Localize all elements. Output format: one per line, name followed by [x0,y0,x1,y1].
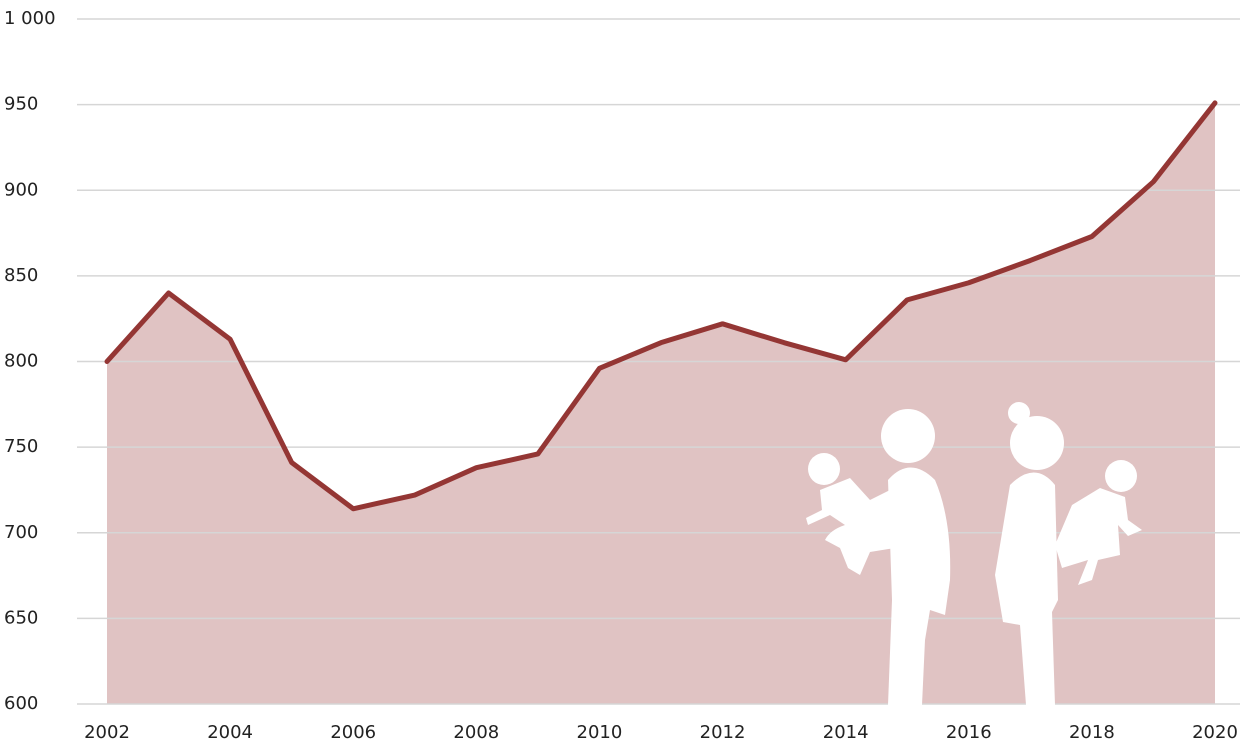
y-tick-label: 600 [4,693,38,714]
baby-body [1055,488,1142,585]
baby-head [1105,460,1137,492]
y-tick-label: 850 [4,265,38,286]
y-tick-label: 700 [4,522,38,543]
adult-head [1010,416,1064,470]
y-tick-label: 650 [4,607,38,628]
x-tick-label: 2020 [1192,722,1238,743]
baby-body [806,478,895,575]
x-tick-label: 2002 [84,722,130,743]
x-tick-label: 2012 [700,722,746,743]
adult-body [995,472,1058,705]
adult-body [888,467,951,705]
line [104,100,1218,512]
grid-layer [77,18,1240,705]
baby-head [808,453,840,485]
y-tick-label: 750 [4,436,38,457]
y-tick-label: 900 [4,179,38,200]
y-tick-label: 950 [4,94,38,115]
family-illustration [806,402,1142,705]
x-tick-label: 2010 [577,722,623,743]
adult-head [881,409,935,463]
x-tick-label: 2006 [330,722,376,743]
line-layer [104,100,1218,512]
adult-bun [1008,402,1030,424]
x-tick-label: 2008 [453,722,499,743]
x-tick-label: 2016 [946,722,992,743]
x-tick-label: 2004 [207,722,253,743]
y-tick-label: 1 000 [4,8,56,29]
x-tick-label: 2014 [823,722,869,743]
y-tick-label: 800 [4,351,38,372]
x-tick-label: 2018 [1069,722,1115,743]
